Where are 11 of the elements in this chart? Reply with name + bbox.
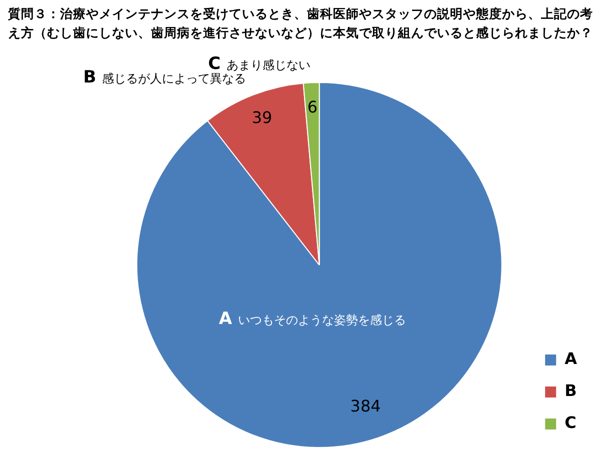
category-label: B [83, 68, 96, 88]
data-label: 384 [350, 396, 381, 416]
text: あまり感じない [226, 58, 310, 72]
legend-label: A [564, 349, 578, 368]
chart-title: 質問３：治療やメインテナンスを受けているとき、歯科医師やスタッフの説明や態度から、上記の考え方（むし歯にしない、歯周病を進行させないなど）に本気で取り組んでいると感じられましたか？ [8, 5, 594, 42]
legend-label: B [564, 381, 577, 400]
data-label: 6 [307, 97, 318, 116]
legend-label: C [564, 413, 576, 432]
slice-label: A [218, 309, 238, 330]
text: いつもそのような姿勢を感じる [238, 312, 406, 327]
data-label: 39 [252, 108, 272, 128]
